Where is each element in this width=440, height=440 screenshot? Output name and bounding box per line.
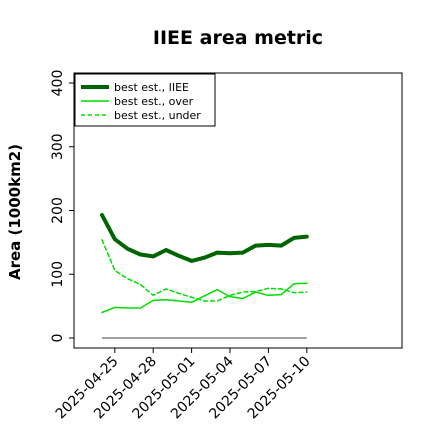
y-tick-label: 100 <box>50 261 66 288</box>
y-axis: 0 100 200 300 400 <box>50 70 74 343</box>
y-tick-label: 0 <box>50 334 66 343</box>
y-tick-label: 200 <box>50 197 66 224</box>
legend-box <box>74 73 216 127</box>
legend-label-over: best est., over <box>114 95 194 108</box>
series-layer <box>100 213 309 314</box>
legend-label-under: best est., under <box>114 109 201 122</box>
y-tick-label: 400 <box>50 70 66 97</box>
legend: best est., IIEE best est., over best est… <box>74 73 216 127</box>
chart-title: IIEE area metric <box>153 27 323 49</box>
series-line-2 <box>101 239 308 302</box>
series-line-0 <box>100 213 309 263</box>
x-axis: 2025-04-252025-04-282025-05-012025-05-04… <box>53 348 314 422</box>
legend-label-iiee: best est., IIEE <box>114 81 189 94</box>
series-line-1 <box>101 282 308 314</box>
y-tick-label: 300 <box>50 133 66 160</box>
y-axis-label: Area (1000km2) <box>6 144 24 280</box>
